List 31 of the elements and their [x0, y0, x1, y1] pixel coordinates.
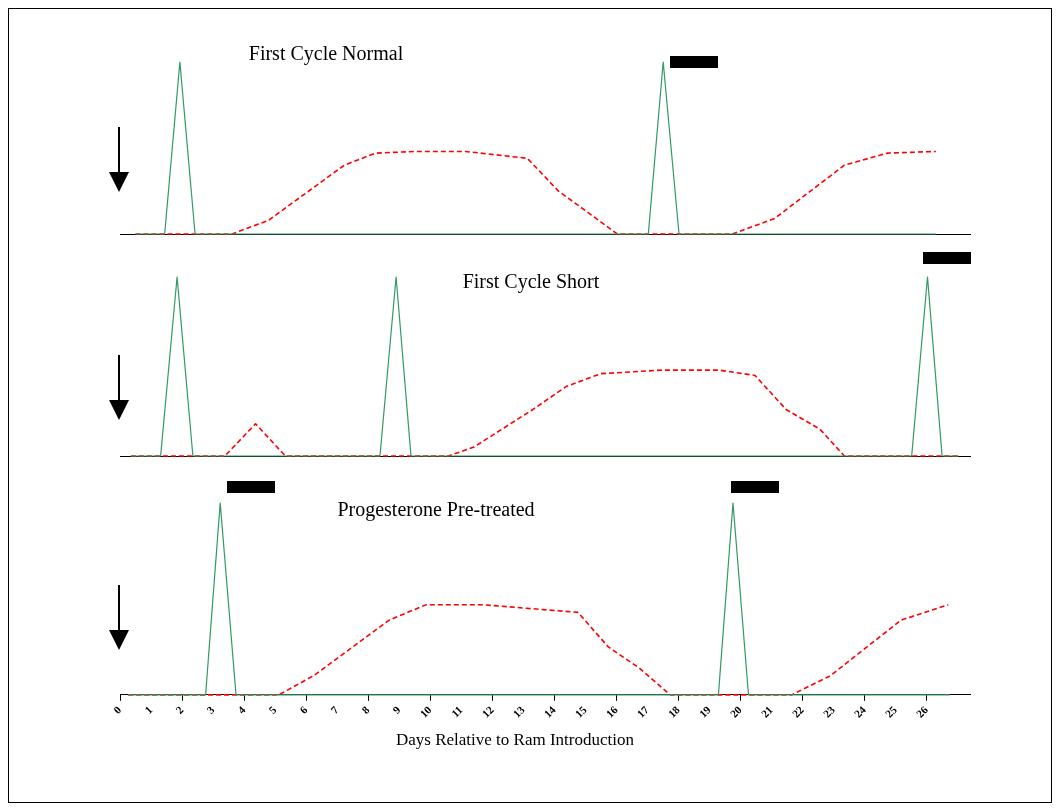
x-tick-label: 21 — [758, 703, 775, 720]
x-tick-label: 18 — [665, 703, 683, 720]
x-tick-label: 15 — [572, 703, 590, 720]
x-tick-label: 3 — [204, 703, 217, 716]
chart-title: Progesterone Pre-treated — [337, 498, 535, 521]
x-tick-label: 2 — [173, 703, 186, 716]
x-tick-label: 23 — [820, 703, 838, 720]
x-tick-label: 8 — [359, 703, 372, 716]
x-tick-label: 17 — [634, 703, 652, 720]
x-tick-label: 19 — [696, 703, 714, 720]
x-tick-label: 22 — [789, 703, 807, 720]
x-tick-label: 12 — [479, 703, 497, 720]
x-tick-label: 9 — [390, 703, 403, 716]
x-tick-label: 0 — [111, 703, 124, 716]
x-axis-title: Days Relative to Ram Introduction — [396, 730, 634, 750]
x-tick-label: 5 — [266, 703, 279, 716]
x-tick-label: 6 — [297, 703, 310, 716]
x-tick-label: 20 — [727, 703, 745, 720]
x-tick-label: 13 — [510, 703, 528, 720]
x-tick-label: 26 — [913, 703, 931, 720]
x-tick-label: 14 — [541, 703, 559, 720]
x-tick-label: 24 — [851, 703, 869, 720]
x-tick-label: 10 — [417, 703, 434, 720]
x-tick-label: 16 — [603, 703, 621, 720]
x-tick-label: 1 — [142, 703, 155, 716]
x-tick-label: 7 — [328, 703, 341, 716]
x-tick-label: 11 — [448, 703, 465, 720]
x-tick-label: 4 — [235, 703, 248, 716]
x-tick-label: 25 — [882, 703, 900, 720]
chart-title: First Cycle Short — [462, 270, 600, 293]
chart-title: First Cycle Normal — [248, 42, 404, 65]
